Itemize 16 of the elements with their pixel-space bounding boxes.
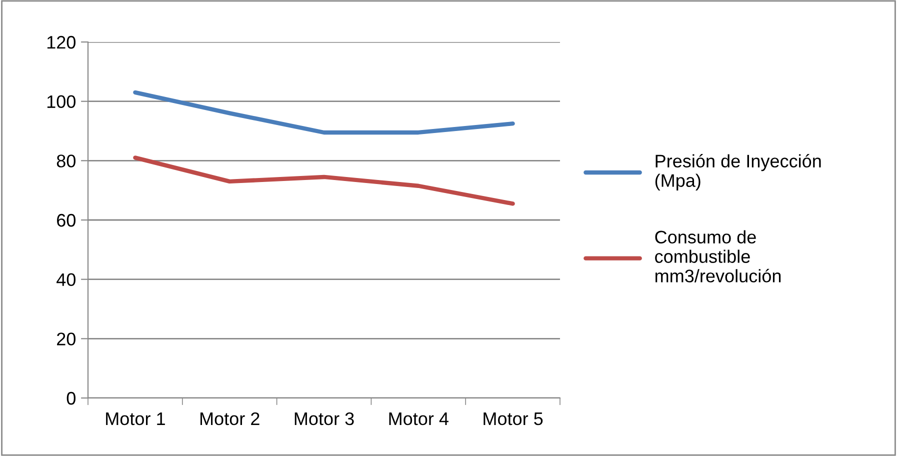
x-tick-label: Motor 5: [484, 412, 543, 426]
x-tick-label: Motor 3: [294, 412, 354, 426]
y-tick-label: 40: [56, 273, 76, 286]
y-tick-label: 60: [57, 214, 76, 227]
y-tick-label: 20: [57, 332, 76, 346]
y-tick-label: 120: [47, 36, 76, 49]
legend-label: Consumo de combustible mm3/revolución: [655, 230, 781, 282]
line-series: [133, 90, 515, 135]
y-tick-label: 0: [66, 392, 76, 405]
x-tick-label: Motor 2: [200, 412, 260, 426]
x-tick-label: Motor 4: [389, 412, 448, 426]
line-series: [133, 156, 515, 206]
legend-label: Presión de Inyección (Mpa): [655, 154, 821, 191]
x-tick-label: Motor 1: [106, 412, 165, 426]
y-tick-label: 100: [47, 95, 76, 108]
y-tick-label: 80: [56, 154, 76, 168]
